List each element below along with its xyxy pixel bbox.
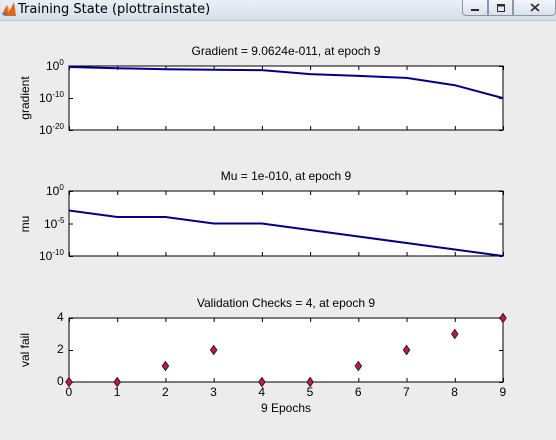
y-tick-label: 100: [46, 183, 64, 198]
x-tick-label: 7: [403, 385, 410, 399]
mu-series-line: [68, 209, 504, 257]
val-fail-point: [258, 376, 266, 388]
val-fail-title: Validation Checks = 4, at epoch 9: [196, 296, 376, 310]
y-tick-label: 10-10: [39, 248, 64, 263]
y-tick-exponent: -10: [52, 248, 64, 257]
y-tick-exponent: -10: [52, 90, 64, 99]
x-tick-label: 9: [499, 385, 507, 399]
window-controls: [462, 0, 556, 17]
y-tick-exponent: 0: [59, 58, 64, 67]
mu-title: Mu = 1e-010, at epoch 9: [220, 169, 352, 183]
y-tick-base: 10: [39, 123, 53, 137]
x-tick-label: 6: [354, 385, 362, 399]
window-titlebar[interactable]: Training State (plottrainstate): [0, 0, 556, 21]
window-title: Training State (plottrainstate): [18, 2, 211, 17]
mu-axes-box: [68, 190, 504, 257]
y-tick-base: 10: [39, 91, 53, 105]
y-tick-label: 10-10: [39, 90, 64, 105]
val-fail-point: [113, 376, 122, 388]
x-tick-label: 1: [113, 385, 121, 399]
val-fail-ylabel: val fail: [18, 332, 32, 368]
val-fail-xlabel: 9 Epochs: [260, 401, 312, 415]
val-fail-point: [499, 312, 507, 324]
y-tick-exponent: -20: [52, 122, 64, 131]
close-icon: [529, 3, 540, 12]
gradient-series-line: [68, 65, 504, 100]
y-tick-base: 10: [46, 59, 60, 73]
y-tick-label: 10-5: [44, 216, 64, 231]
val-fail-point: [209, 344, 218, 356]
y-tick-label: 10-20: [39, 122, 64, 137]
val-fail-point: [161, 360, 170, 372]
x-tick-label: 8: [451, 385, 458, 399]
y-tick-base: 10: [39, 249, 53, 263]
val-fail-point: [354, 360, 363, 372]
y-tick-base: 10: [44, 216, 58, 231]
val-fail-axes-box: [68, 317, 504, 383]
y-tick-base: 10: [46, 184, 60, 198]
y-tick-label: 100: [46, 58, 64, 73]
val-fail-point: [306, 376, 314, 388]
matlab-icon: [2, 2, 16, 16]
x-tick-label: 4: [258, 385, 266, 399]
maximize-button[interactable]: [488, 0, 513, 16]
minimize-icon: [471, 8, 479, 11]
x-tick-label: 5: [306, 385, 314, 399]
val-fail-point: [450, 328, 459, 340]
x-tick-label: 0: [65, 385, 73, 399]
minimize-button[interactable]: [462, 0, 488, 16]
y-tick-label: 0: [57, 374, 64, 388]
y-tick-exponent: -5: [57, 215, 65, 225]
x-tick-label: 2: [161, 385, 169, 399]
maximize-icon: [496, 3, 505, 12]
val-fail-point: [402, 344, 411, 356]
y-tick-label: 4: [57, 310, 64, 324]
y-tick-exponent: 0: [59, 183, 64, 192]
val-fail-point: [65, 376, 73, 388]
x-tick-label: 3: [210, 385, 217, 399]
gradient-title: Gradient = 9.0624e-011, at epoch 9: [191, 44, 381, 58]
y-tick-label: 2: [57, 342, 64, 356]
